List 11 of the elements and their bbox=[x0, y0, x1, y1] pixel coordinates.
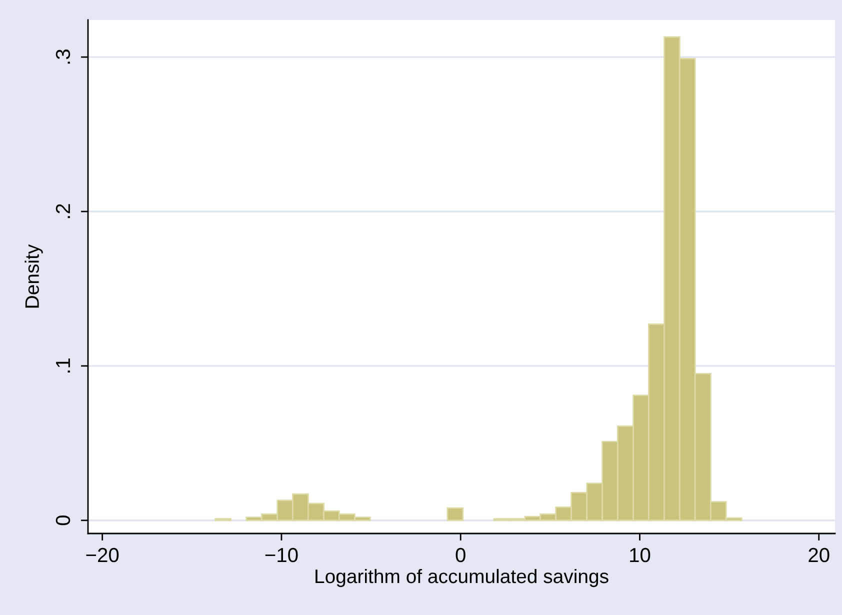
y-tick-label: .3 bbox=[56, 50, 70, 64]
x-tick-label: −10 bbox=[265, 548, 298, 562]
y-axis-title: Density bbox=[24, 244, 43, 308]
x-tick-label: 10 bbox=[630, 548, 650, 562]
x-tick-label: 0 bbox=[456, 548, 466, 562]
x-axis-title: Logarithm of accumulated savings bbox=[316, 568, 608, 588]
x-tick-label: 20 bbox=[808, 548, 830, 562]
y-tick-label: 0 bbox=[56, 516, 70, 526]
x-tick-label: −20 bbox=[86, 548, 119, 562]
y-tick-label: .2 bbox=[56, 204, 70, 218]
y-tick-label: .1 bbox=[56, 358, 70, 372]
